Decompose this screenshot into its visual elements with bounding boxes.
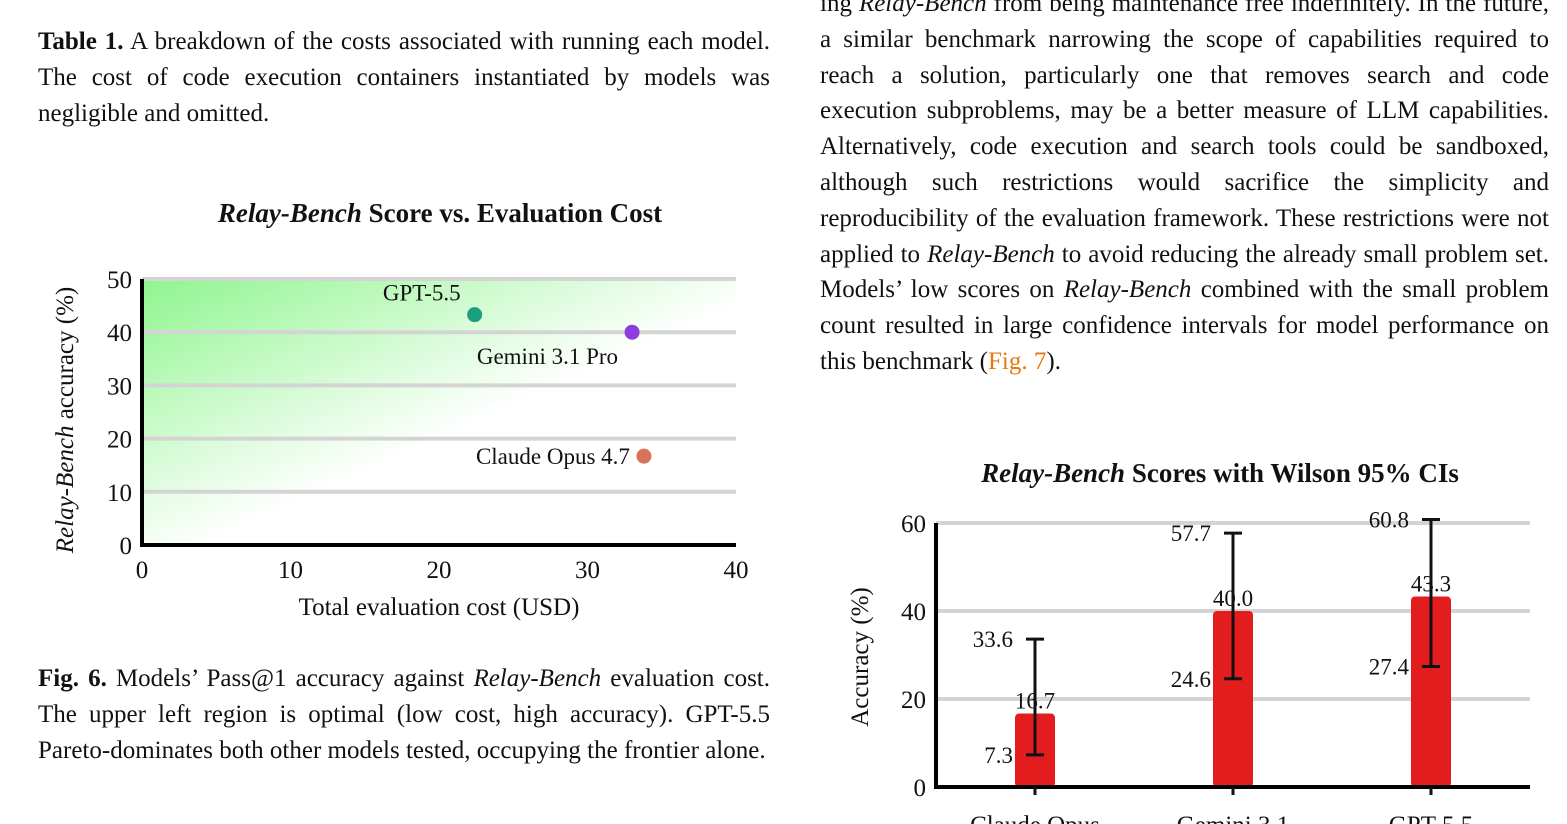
- ci-high-label: 33.6: [973, 627, 1013, 652]
- scatter-point: [467, 307, 483, 323]
- optimal-region: [142, 279, 736, 545]
- scatter-point: [624, 324, 640, 340]
- bar: [1411, 596, 1451, 787]
- table-caption-text: A breakdown of the costs associated with…: [38, 28, 771, 127]
- scatter-point-label: Gemini 3.1 Pro: [477, 344, 618, 369]
- body-text-5: ).: [1046, 347, 1061, 375]
- figure-caption-benchmark: Relay-Bench: [473, 665, 602, 692]
- figure-caption: Fig. 6. Models’ Pass@1 accuracy against …: [38, 661, 770, 768]
- bar-chart: 0 20 40 60 Claude Opus Gemini 3.1 GPT-5.5 16.…: [847, 507, 1530, 824]
- bar-y-tick-label: 40: [901, 599, 926, 626]
- body-benchmark-3: Relay-Bench: [1063, 276, 1192, 304]
- scatter-y-tick-label: 10: [107, 480, 132, 507]
- table-caption-label: Table 1.: [38, 28, 124, 55]
- bar-y-axis-label: Accuracy (%): [847, 587, 874, 727]
- ci-low-label: 7.3: [984, 743, 1013, 768]
- scatter-y-label-benchmark: Relay-Bench: [52, 426, 79, 555]
- scatter-x-axis-label: Total evaluation cost (USD): [299, 594, 580, 621]
- bar-x-tick-label: GPT-5.5: [1389, 812, 1474, 824]
- scatter-y-tick-label: 30: [107, 373, 132, 400]
- scatter-y-tick-label: 20: [107, 427, 132, 454]
- body-benchmark-1: Relay-Bench: [858, 0, 987, 17]
- table-caption: Table 1. A breakdown of the costs associ…: [38, 24, 770, 131]
- bar-chart-title: Relay-Bench Scores with Wilson 95% CIs: [900, 458, 1540, 489]
- scatter-chart: 0 10 20 30 40 50 0 10 20 30 40 GPT-5.5 Gemini 3.1 …: [52, 267, 749, 621]
- ci-high-label: 57.7: [1171, 521, 1211, 546]
- bar-value-label: 43.3: [1411, 571, 1451, 596]
- scatter-title-benchmark: Relay-Bench: [217, 198, 362, 228]
- bar-value-label: 40.0: [1213, 586, 1253, 611]
- body-text-1: ing: [820, 0, 859, 17]
- figure-caption-text-2: evaluation cost. The upper left region i…: [38, 665, 771, 764]
- body-paragraph: ing Relay-Bench from being maintenance f…: [820, 0, 1549, 380]
- scatter-point-label: GPT-5.5: [383, 281, 461, 306]
- scatter-y-ticks: 0 10 20 30 40 50: [107, 267, 132, 560]
- scatter-x-ticks: 0 10 20 30 40: [136, 557, 749, 584]
- ci-high-label: 60.8: [1369, 507, 1409, 532]
- figure-caption-label: Fig. 6.: [38, 665, 107, 692]
- bar-y-tick-label: 20: [901, 687, 926, 714]
- body-benchmark-2: Relay-Bench: [927, 240, 1055, 268]
- scatter-y-axis-label: Relay-Bench accuracy (%): [52, 287, 79, 555]
- scatter-point-label: Claude Opus 4.7: [476, 444, 630, 469]
- scatter-y-tick-label: 50: [107, 267, 132, 294]
- scatter-title-text: Score vs. Evaluation Cost: [368, 198, 663, 228]
- bar-data-labels: 16.7 33.6 7.3 40.0 57.7 24.6 43.3 60.8 27.4: [973, 507, 1451, 767]
- body-text-4: combined with the small problem count re…: [820, 276, 1549, 375]
- bar: [1213, 611, 1253, 787]
- bar-error-bars: [1026, 517, 1440, 757]
- scatter-x-tick-label: 10: [278, 557, 303, 584]
- bar-title-benchmark: Relay-Bench: [981, 458, 1126, 488]
- bar-x-tick-label: Claude Opus: [970, 812, 1100, 824]
- scatter-y-tick-label: 40: [107, 320, 132, 347]
- scatter-axes: [140, 279, 736, 547]
- scatter-point: [636, 448, 652, 464]
- scatter-x-tick-label: 0: [136, 557, 149, 584]
- scatter-chart-title: Relay-Bench Score vs. Evaluation Cost: [140, 198, 740, 229]
- bar-x-tick-label: Gemini 3.1: [1177, 812, 1290, 824]
- body-text-3: to avoid reducing the already small prob…: [820, 240, 1549, 304]
- scatter-y-tick-label: 0: [120, 533, 133, 560]
- figure-caption-text-1: Models’ Pass@1 accuracy against: [115, 665, 465, 692]
- figure-7-link[interactable]: Fig. 7: [988, 347, 1047, 375]
- bar-x-ticks: Claude Opus Gemini 3.1 GPT-5.5: [970, 787, 1473, 824]
- ci-low-label: 27.4: [1369, 654, 1410, 679]
- body-text-2: from being maintenance free indefinitely…: [820, 0, 1549, 268]
- bar-y-tick-label: 0: [914, 775, 927, 802]
- bar-y-ticks: 0 20 40 60: [901, 511, 926, 802]
- scatter-x-tick-label: 40: [724, 557, 749, 584]
- bar-title-text: Scores with Wilson 95% CIs: [1131, 458, 1459, 488]
- scatter-x-tick-label: 20: [427, 557, 452, 584]
- bar-value-label: 16.7: [1015, 689, 1055, 714]
- scatter-points: GPT-5.5 Gemini 3.1 Pro Claude Opus 4.7: [383, 281, 652, 469]
- bar-y-tick-label: 60: [901, 511, 926, 538]
- scatter-y-label-unit: accuracy (%): [52, 287, 79, 420]
- ci-low-label: 24.6: [1171, 667, 1211, 692]
- scatter-x-tick-label: 30: [575, 557, 600, 584]
